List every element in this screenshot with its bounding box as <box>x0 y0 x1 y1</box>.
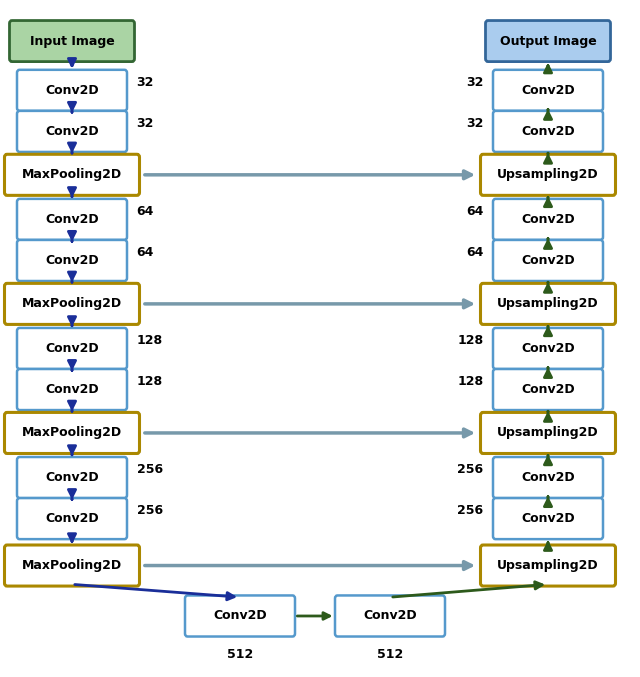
FancyBboxPatch shape <box>493 70 603 111</box>
FancyBboxPatch shape <box>4 284 140 324</box>
Text: 64: 64 <box>466 204 483 218</box>
FancyBboxPatch shape <box>4 154 140 196</box>
FancyBboxPatch shape <box>17 199 127 240</box>
Text: Conv2D: Conv2D <box>45 342 99 355</box>
FancyBboxPatch shape <box>493 457 603 498</box>
FancyBboxPatch shape <box>17 498 127 539</box>
Text: Output Image: Output Image <box>500 35 596 47</box>
Text: Upsampling2D: Upsampling2D <box>497 297 599 310</box>
Text: 32: 32 <box>466 116 483 130</box>
FancyBboxPatch shape <box>17 70 127 111</box>
FancyBboxPatch shape <box>493 111 603 152</box>
Text: Conv2D: Conv2D <box>45 512 99 525</box>
FancyBboxPatch shape <box>481 284 616 324</box>
FancyBboxPatch shape <box>493 240 603 281</box>
Text: Upsampling2D: Upsampling2D <box>497 559 599 572</box>
Text: Conv2D: Conv2D <box>45 84 99 97</box>
Text: 64: 64 <box>466 246 483 259</box>
Text: Conv2D: Conv2D <box>45 254 99 267</box>
FancyBboxPatch shape <box>481 545 616 586</box>
Text: 128: 128 <box>136 375 163 388</box>
Text: Conv2D: Conv2D <box>521 471 575 484</box>
Text: Conv2D: Conv2D <box>521 84 575 97</box>
Text: 512: 512 <box>227 648 253 661</box>
FancyBboxPatch shape <box>10 20 134 62</box>
Text: 128: 128 <box>136 334 163 347</box>
Text: Conv2D: Conv2D <box>213 609 267 622</box>
FancyBboxPatch shape <box>493 199 603 240</box>
Text: 32: 32 <box>466 76 483 89</box>
Text: Input Image: Input Image <box>29 35 115 47</box>
FancyBboxPatch shape <box>17 240 127 281</box>
Text: Conv2D: Conv2D <box>521 512 575 525</box>
Text: 32: 32 <box>136 76 154 89</box>
Text: 256: 256 <box>136 463 163 476</box>
FancyBboxPatch shape <box>493 369 603 410</box>
Text: MaxPooling2D: MaxPooling2D <box>22 427 122 439</box>
Text: 256: 256 <box>136 504 163 517</box>
Text: Conv2D: Conv2D <box>521 342 575 355</box>
Text: 128: 128 <box>458 375 483 388</box>
Text: Conv2D: Conv2D <box>521 254 575 267</box>
FancyBboxPatch shape <box>493 328 603 369</box>
Text: 32: 32 <box>136 116 154 130</box>
Text: Conv2D: Conv2D <box>363 609 417 622</box>
FancyBboxPatch shape <box>486 20 611 62</box>
Text: 64: 64 <box>136 204 154 218</box>
FancyBboxPatch shape <box>481 154 616 196</box>
FancyBboxPatch shape <box>185 596 295 636</box>
Text: Conv2D: Conv2D <box>521 213 575 226</box>
Text: Conv2D: Conv2D <box>45 471 99 484</box>
FancyBboxPatch shape <box>493 498 603 539</box>
Text: Upsampling2D: Upsampling2D <box>497 169 599 181</box>
FancyBboxPatch shape <box>481 412 616 454</box>
Text: MaxPooling2D: MaxPooling2D <box>22 169 122 181</box>
FancyBboxPatch shape <box>4 412 140 454</box>
Text: 256: 256 <box>458 463 483 476</box>
FancyBboxPatch shape <box>4 545 140 586</box>
FancyBboxPatch shape <box>17 328 127 369</box>
Text: 512: 512 <box>377 648 403 661</box>
Text: Conv2D: Conv2D <box>45 383 99 396</box>
Text: MaxPooling2D: MaxPooling2D <box>22 297 122 310</box>
Text: 256: 256 <box>458 504 483 517</box>
FancyBboxPatch shape <box>335 596 445 636</box>
FancyBboxPatch shape <box>17 457 127 498</box>
Text: Upsampling2D: Upsampling2D <box>497 427 599 439</box>
Text: 128: 128 <box>458 334 483 347</box>
Text: Conv2D: Conv2D <box>521 383 575 396</box>
Text: MaxPooling2D: MaxPooling2D <box>22 559 122 572</box>
Text: 64: 64 <box>136 246 154 259</box>
FancyBboxPatch shape <box>17 369 127 410</box>
Text: Conv2D: Conv2D <box>45 125 99 138</box>
Text: Conv2D: Conv2D <box>45 213 99 226</box>
Text: Conv2D: Conv2D <box>521 125 575 138</box>
FancyBboxPatch shape <box>17 111 127 152</box>
